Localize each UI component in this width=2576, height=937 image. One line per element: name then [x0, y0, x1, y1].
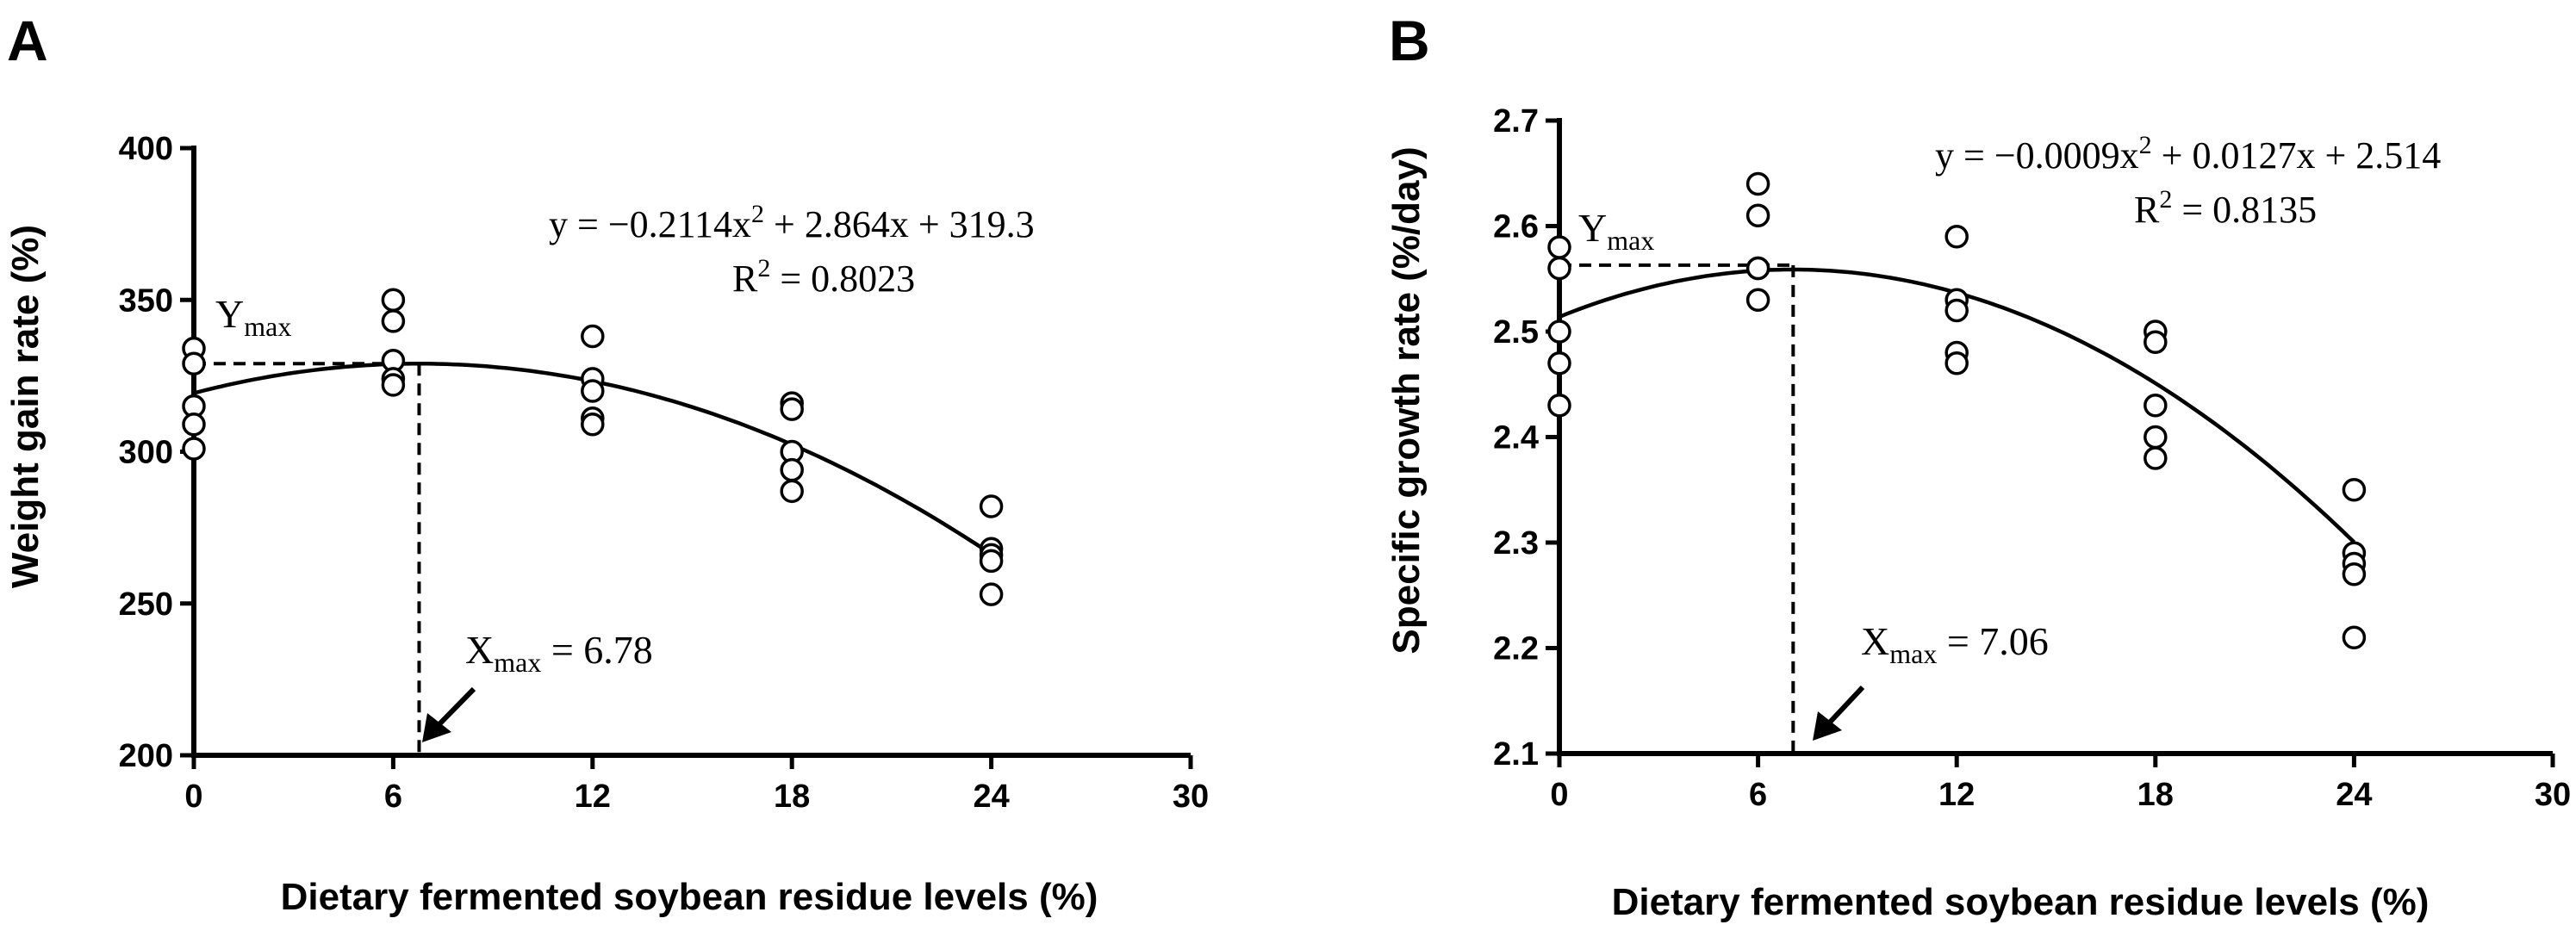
panel-a-x-tick-label: 0: [184, 779, 202, 815]
panel-b-x-tick-label: 0: [1550, 777, 1568, 813]
panel-b-data-point: [1944, 298, 1969, 323]
panel-a-guides: [194, 362, 421, 755]
panel-a: A Weight gain rate (%) Dietary fermented…: [4, 9, 1209, 918]
panel-a-data-point: [381, 309, 406, 333]
panel-a-ymax-label: Ymax: [215, 292, 291, 342]
panel-b-data-point: [1944, 351, 1969, 375]
panel-b-data-point: [2144, 394, 2168, 418]
panel-b-x-tick-label: 18: [2137, 777, 2174, 813]
panel-b-x-tick-label: 30: [2535, 777, 2571, 813]
panel-a-y-tick-label: 200: [119, 738, 173, 774]
panel-b-x-tick-label: 24: [2336, 777, 2372, 813]
panel-a-axes: 0 6 12 18 24 30 200 250 300 350 400: [119, 131, 1210, 815]
panel-a-y-tick-label: 400: [119, 131, 173, 167]
panel-b-xmax-label: Xmax = 7.06: [1861, 619, 2049, 669]
panel-b-xmax-arrow: [1813, 685, 1865, 741]
panel-b-data-point: [1547, 394, 1571, 418]
panel-a-x-axis-label: Dietary fermented soybean residue levels…: [281, 876, 1098, 918]
panel-a-points: [182, 288, 1004, 606]
panel-b-y-tick-label: 2.1: [1493, 736, 1539, 773]
panel-a-x-tick-label: 30: [1173, 779, 1209, 815]
panel-a-data-point: [780, 397, 804, 421]
panel-b-y-tick-label: 2.3: [1493, 525, 1539, 562]
panel-b-r-squared: R2 = 0.8135: [2134, 185, 2317, 231]
panel-b-y-tick-label: 2.6: [1493, 209, 1539, 245]
panel-a-x-tick-label: 24: [973, 779, 1009, 815]
panel-b-points: [1547, 171, 2367, 649]
panel-b-data-point: [2342, 478, 2367, 502]
panel-a-xmax-label: Xmax = 6.78: [465, 628, 653, 678]
panel-b-data-point: [1944, 225, 1969, 249]
panel-a-data-point: [182, 351, 206, 376]
panel-b-data-point: [2144, 446, 2168, 470]
panel-a-y-axis-label: Weight gain rate (%): [4, 225, 47, 588]
panel-a-letter: A: [7, 9, 48, 72]
panel-a-data-point: [581, 413, 605, 437]
panel-b-data-point: [2342, 625, 2367, 649]
panel-b-y-axis-label: Specific growth rate (%/day): [1385, 146, 1428, 654]
panel-a-y-tick-label: 350: [119, 282, 173, 319]
panel-a-x-tick-label: 12: [575, 779, 611, 815]
panel-a-data-point: [780, 457, 804, 482]
panel-b-data-point: [2342, 562, 2367, 586]
panel-b-data-point: [1547, 256, 1571, 281]
panel-b-y-tick-label: 2.7: [1493, 103, 1539, 140]
panel-b: B Specific growth rate (%/day) Dietary f…: [1385, 9, 2571, 923]
panel-a-equation: y = −0.2114x2 + 2.864x + 319.3: [549, 200, 1035, 245]
panel-a-data-point: [979, 549, 1004, 574]
panel-b-ymax-label: Ymax: [1578, 206, 1654, 256]
panel-b-data-point: [1547, 351, 1571, 375]
panel-b-data-point: [1547, 320, 1571, 344]
panel-a-data-point: [182, 437, 206, 461]
panel-b-data-point: [1547, 235, 1571, 259]
panel-a-x-tick-label: 6: [384, 779, 402, 815]
panel-a-x-tick-label: 18: [774, 779, 810, 815]
panel-b-axes: 0 6 12 18 24 30 2.1 2.2 2.3 2.4 2.5 2.6 2.7: [1493, 103, 2571, 813]
panel-b-data-point: [2144, 425, 2168, 450]
panel-a-y-tick-label: 300: [119, 435, 173, 471]
panel-b-data-point: [1745, 288, 1770, 312]
panel-b-guides: [1559, 263, 1795, 754]
panel-b-data-point: [1745, 256, 1770, 281]
panel-a-data-point: [979, 582, 1004, 606]
panel-a-data-point: [381, 288, 406, 312]
panel-b-y-tick-label: 2.2: [1493, 631, 1539, 667]
panel-a-data-point: [979, 494, 1004, 518]
panel-b-letter: B: [1389, 9, 1430, 72]
panel-a-data-point: [381, 373, 406, 397]
panel-b-data-point: [1745, 203, 1770, 227]
panel-b-y-tick-label: 2.4: [1493, 420, 1539, 456]
panel-b-equation: y = −0.0009x2 + 0.0127x + 2.514: [1935, 131, 2441, 177]
panel-b-x-tick-label: 6: [1749, 777, 1767, 813]
panel-a-data-point: [182, 413, 206, 437]
panel-b-x-tick-label: 12: [1938, 777, 1975, 813]
panel-a-y-tick-label: 250: [119, 586, 173, 623]
panel-b-data-point: [1745, 171, 1770, 196]
panel-a-xmax-arrow: [422, 686, 476, 742]
panel-b-x-axis-label: Dietary fermented soybean residue levels…: [1612, 881, 2430, 923]
panel-b-data-point: [2144, 330, 2168, 354]
panel-b-y-tick-label: 2.5: [1493, 314, 1539, 351]
panel-a-data-point: [581, 379, 605, 403]
panel-a-r-squared: R2 = 0.8023: [732, 254, 915, 300]
panel-a-data-point: [581, 324, 605, 349]
panel-a-data-point: [780, 479, 804, 504]
